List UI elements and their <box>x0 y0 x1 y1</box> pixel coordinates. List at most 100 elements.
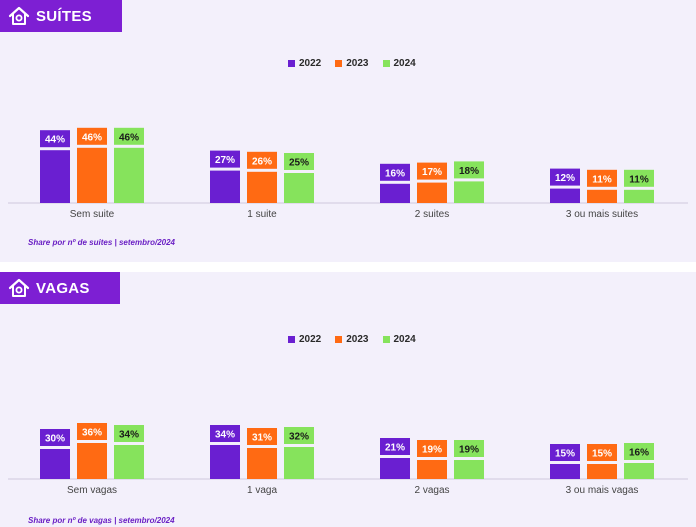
bar <box>550 464 580 479</box>
bar <box>114 147 144 203</box>
legend-item-2022: 2022 <box>288 58 321 69</box>
suites-panel: SUÍTES 2022 2023 2024 44% 46% 46% Sem suite… <box>0 0 696 262</box>
bar <box>417 460 447 479</box>
legend-item-2023: 2023 <box>335 334 369 345</box>
data-label: 16% <box>385 168 405 179</box>
bar <box>587 464 617 479</box>
data-label-badge <box>454 440 484 457</box>
data-label: 46% <box>119 132 139 143</box>
bar <box>210 170 240 203</box>
data-label: 11% <box>592 174 612 185</box>
bar <box>284 447 314 479</box>
vagas-legend: 2022 2023 2024 <box>288 334 416 345</box>
data-label-badge <box>550 168 580 186</box>
data-label: 19% <box>459 445 479 456</box>
data-label-badge <box>114 127 144 145</box>
data-label-badge <box>550 444 580 461</box>
data-label: 34% <box>215 430 235 441</box>
data-label-badge <box>40 429 70 446</box>
bar <box>587 189 617 203</box>
data-label-badge <box>454 161 484 179</box>
data-label: 16% <box>629 448 649 459</box>
category-label: 2 vagas <box>414 485 449 496</box>
bar <box>210 445 240 479</box>
category-label: 3 ou mais suites <box>566 209 638 220</box>
bar <box>380 183 410 203</box>
data-label-badge <box>587 169 617 187</box>
category-label: 2 suites <box>415 209 449 220</box>
data-label: 31% <box>252 433 272 444</box>
bar <box>114 445 144 479</box>
data-label-badge <box>247 151 277 169</box>
suites-header: SUÍTES <box>0 0 122 32</box>
data-label-badge <box>380 163 410 181</box>
data-label: 30% <box>45 434 65 445</box>
data-label: 32% <box>289 432 309 443</box>
vagas-title: VAGAS <box>36 279 90 297</box>
data-label: 12% <box>555 173 575 184</box>
bar <box>40 150 70 203</box>
data-label: 44% <box>45 135 65 146</box>
house-icon <box>8 277 30 299</box>
data-label: 36% <box>82 428 102 439</box>
data-label-badge <box>40 130 70 148</box>
data-label: 15% <box>592 449 612 460</box>
data-label-badge <box>114 425 144 442</box>
data-label: 19% <box>422 445 442 456</box>
data-label: 46% <box>82 132 102 143</box>
legend-item-2024: 2024 <box>382 334 416 345</box>
data-label: 26% <box>252 156 272 167</box>
data-label-badge <box>247 428 277 445</box>
category-label: 3 ou mais vagas <box>566 485 639 496</box>
bar <box>247 171 277 203</box>
data-label-badge <box>587 444 617 461</box>
bar <box>550 188 580 203</box>
data-label: 34% <box>119 430 139 441</box>
data-label: 17% <box>422 167 442 178</box>
suites-chart: 44% 46% 46% Sem suite 27% 26% 25% 1 suite 16% 17%… <box>8 127 688 220</box>
bar <box>454 181 484 203</box>
data-label: 18% <box>459 166 479 177</box>
panel-separator <box>0 262 696 272</box>
data-label-badge <box>284 427 314 444</box>
data-label-badge <box>417 440 447 457</box>
suites-legend: 2022 2023 2024 <box>288 58 416 69</box>
data-label: 27% <box>215 155 235 166</box>
data-label: 25% <box>289 158 309 169</box>
bar <box>77 443 107 479</box>
data-label: 21% <box>385 443 405 454</box>
data-label: 11% <box>629 174 649 185</box>
data-label-badge <box>380 438 410 455</box>
data-label-badge <box>417 162 447 180</box>
data-label: 15% <box>555 449 575 460</box>
bar <box>624 189 654 203</box>
category-label: 1 vaga <box>247 485 277 496</box>
data-label-badge <box>77 423 107 440</box>
bar <box>380 458 410 479</box>
vagas-panel: VAGAS 2022 2023 2024 30% 36% 34% Sem vagas 3… <box>0 272 696 527</box>
bar <box>284 173 314 203</box>
category-label: Sem suite <box>70 209 115 220</box>
suites-source-note: Share por nº de suites | setembro/2024 <box>28 238 175 247</box>
category-label: 1 suite <box>247 209 277 220</box>
data-label-badge <box>624 443 654 460</box>
legend-item-2023: 2023 <box>335 58 369 69</box>
data-label-badge <box>624 169 654 187</box>
data-label-badge <box>210 150 240 168</box>
data-label-badge <box>77 127 107 145</box>
bar <box>417 182 447 203</box>
bar <box>40 449 70 479</box>
bar <box>247 448 277 479</box>
legend-item-2022: 2022 <box>288 334 321 345</box>
bar <box>77 147 107 203</box>
data-label-badge <box>210 425 240 442</box>
bar <box>454 460 484 479</box>
suites-title: SUÍTES <box>36 7 92 25</box>
category-label: Sem vagas <box>67 485 117 496</box>
vagas-header: VAGAS <box>0 272 120 304</box>
vagas-source-note: Share por nº de vagas | setembro/2024 <box>28 516 175 525</box>
vagas-chart: 30% 36% 34% Sem vagas 34% 31% 32% 1 vaga 21% 19% 1… <box>8 423 688 496</box>
data-label-badge <box>284 153 314 170</box>
bar <box>624 463 654 479</box>
house-icon <box>8 5 30 27</box>
